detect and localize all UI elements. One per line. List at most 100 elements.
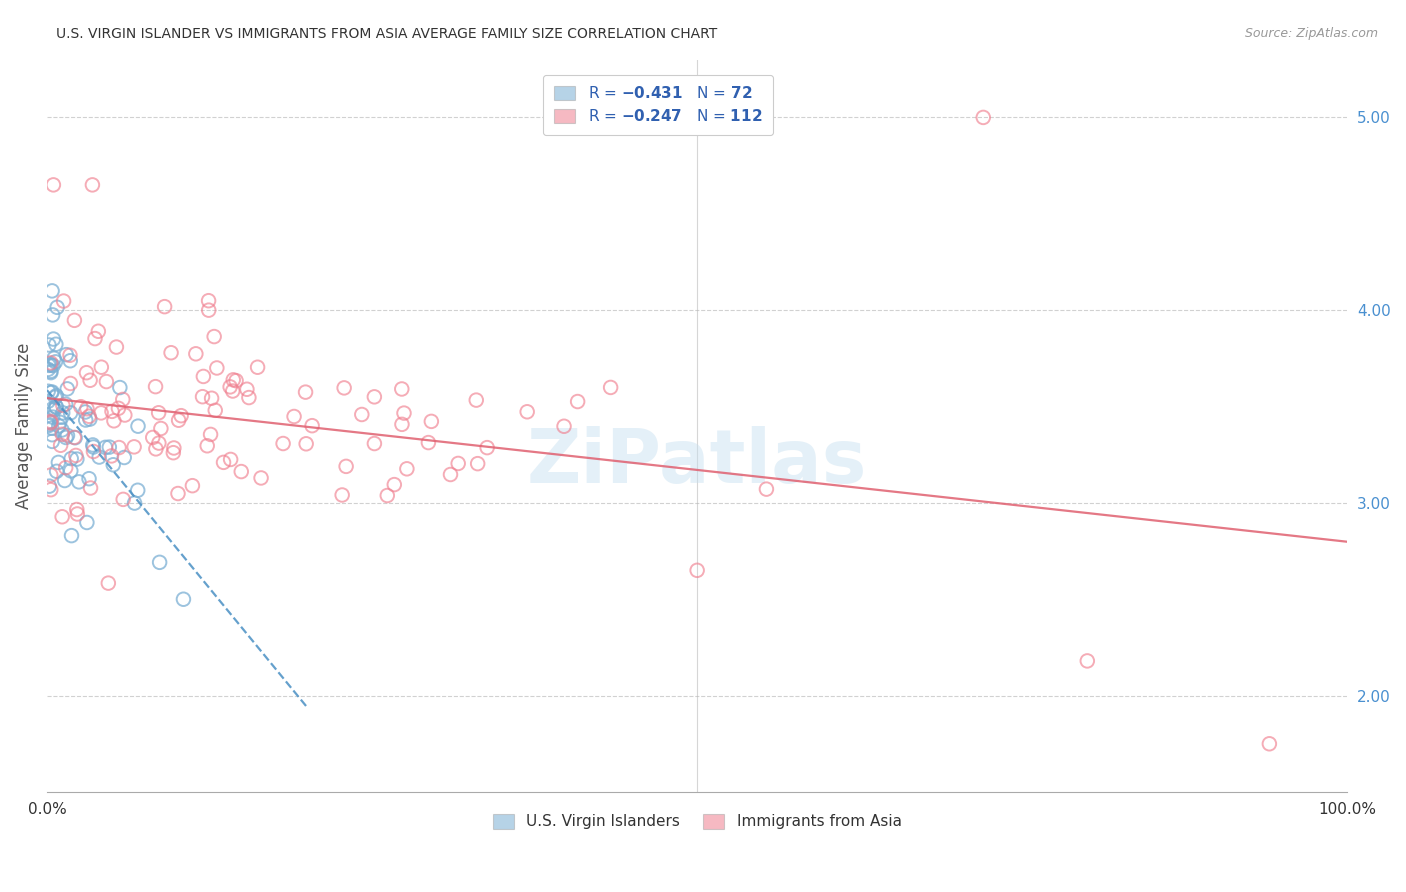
Point <box>37 362 59 376</box>
Point <box>516 405 538 419</box>
Point <box>145 379 167 393</box>
Point <box>148 436 170 450</box>
Text: U.S. VIRGIN ISLANDER VS IMMIGRANTS FROM ASIA AVERAGE FAMILY SIZE CORRELATION CHA: U.S. VIRGIN ISLANDER VS IMMIGRANTS FROM … <box>56 27 717 41</box>
Point <box>66 507 89 521</box>
Point <box>100 449 122 463</box>
Point <box>172 592 194 607</box>
Point <box>63 431 86 445</box>
Point <box>103 414 125 428</box>
Point <box>294 385 316 400</box>
Point <box>153 300 176 314</box>
Point <box>67 475 90 489</box>
Point <box>55 460 77 475</box>
Point <box>39 468 62 483</box>
Point <box>46 301 69 315</box>
Point <box>301 418 323 433</box>
Point <box>52 293 75 308</box>
Point <box>212 455 235 469</box>
Point <box>350 408 373 422</box>
Point <box>45 400 67 414</box>
Point <box>42 332 65 346</box>
Point <box>65 449 87 463</box>
Point <box>76 366 98 380</box>
Point <box>142 430 165 444</box>
Point <box>87 324 110 338</box>
Point <box>51 423 73 437</box>
Point <box>1258 737 1281 751</box>
Point <box>246 360 269 375</box>
Point <box>127 419 149 434</box>
Point <box>77 472 100 486</box>
Point <box>162 446 184 460</box>
Point <box>42 351 65 366</box>
Point <box>44 390 66 404</box>
Point <box>225 374 247 388</box>
Point <box>295 437 318 451</box>
Point <box>51 410 73 425</box>
Point <box>271 436 294 450</box>
Point <box>184 347 207 361</box>
Point <box>37 417 59 432</box>
Point <box>420 414 443 428</box>
Point <box>972 111 994 125</box>
Point <box>41 421 63 435</box>
Point <box>45 464 67 478</box>
Point <box>79 412 101 426</box>
Point <box>75 405 97 419</box>
Point <box>56 382 79 396</box>
Point <box>200 427 222 442</box>
Point <box>59 353 82 368</box>
Point <box>59 406 82 420</box>
Point <box>101 404 124 418</box>
Point <box>94 440 117 454</box>
Point <box>49 438 72 452</box>
Point <box>250 471 273 485</box>
Point <box>82 438 104 452</box>
Point <box>39 416 62 430</box>
Point <box>755 482 778 496</box>
Point <box>38 479 60 493</box>
Point <box>44 355 66 369</box>
Point <box>39 483 62 497</box>
Point <box>191 390 214 404</box>
Point <box>193 369 215 384</box>
Point <box>37 394 59 409</box>
Point <box>333 381 356 395</box>
Point <box>149 421 172 435</box>
Point <box>363 436 385 450</box>
Point <box>41 410 63 425</box>
Point <box>112 492 135 507</box>
Point <box>160 345 183 359</box>
Point <box>44 402 66 417</box>
Point <box>475 441 498 455</box>
Point <box>41 427 63 442</box>
Point <box>76 516 98 530</box>
Point <box>391 417 413 432</box>
Point <box>39 415 62 429</box>
Point <box>45 389 67 403</box>
Point <box>392 406 415 420</box>
Point <box>42 359 65 373</box>
Point <box>66 502 89 516</box>
Point <box>41 401 63 416</box>
Point <box>122 440 145 454</box>
Point <box>107 401 129 416</box>
Point <box>38 338 60 352</box>
Point <box>1076 654 1098 668</box>
Point <box>79 373 101 387</box>
Y-axis label: Average Family Size: Average Family Size <box>15 343 32 509</box>
Point <box>82 178 104 192</box>
Point <box>60 528 83 542</box>
Point <box>124 496 146 510</box>
Point <box>148 406 170 420</box>
Point <box>231 465 253 479</box>
Point <box>75 413 97 427</box>
Point <box>37 418 59 433</box>
Point <box>145 442 167 456</box>
Point <box>52 398 75 412</box>
Point <box>82 440 104 454</box>
Point <box>38 357 60 371</box>
Point <box>382 477 405 491</box>
Point <box>48 418 70 433</box>
Point <box>39 356 62 370</box>
